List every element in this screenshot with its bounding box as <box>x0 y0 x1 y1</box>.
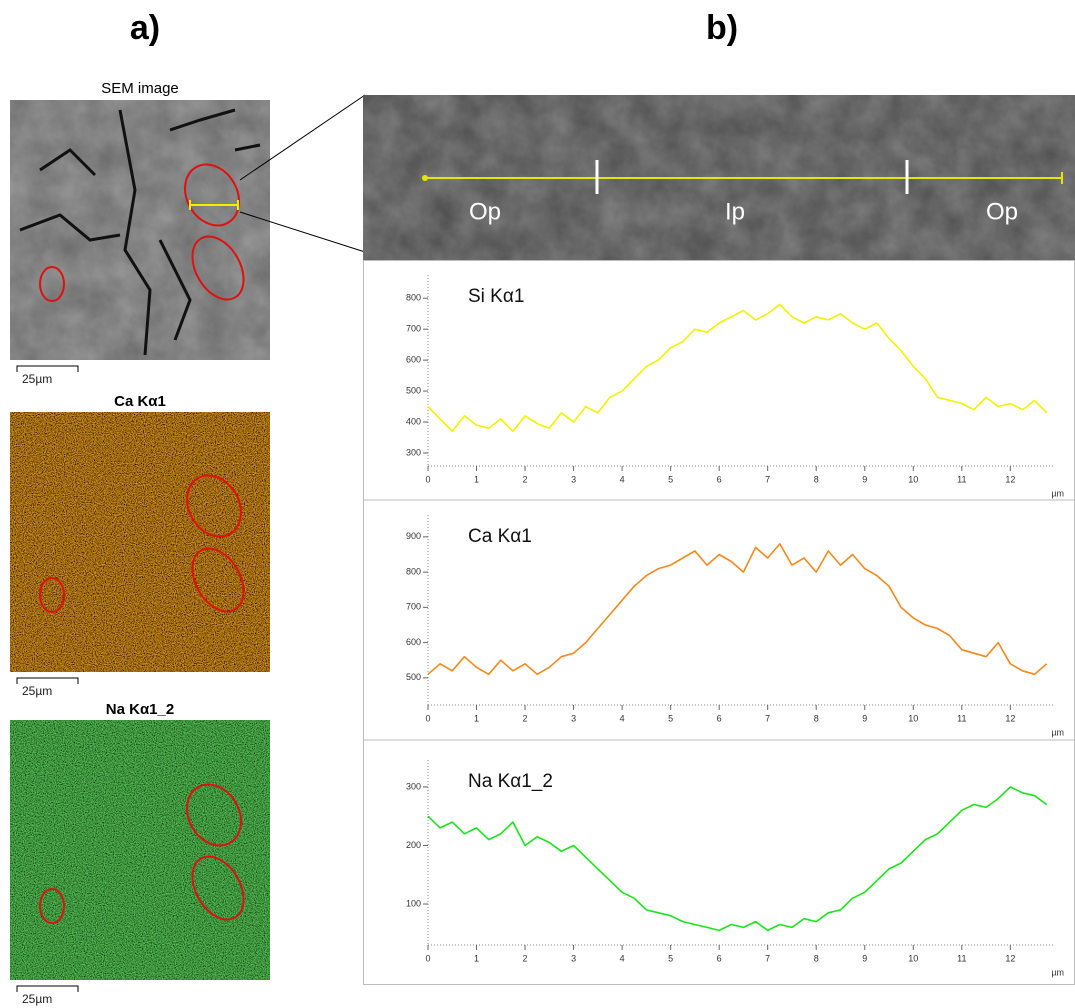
x-tick-label: 6 <box>717 474 722 484</box>
x-tick-label: 3 <box>571 713 576 723</box>
legend-label: Ca Kα1 <box>468 526 532 547</box>
x-tick-label: 10 <box>908 953 918 963</box>
y-tick-label: 800 <box>406 293 421 303</box>
x-tick-label: 12 <box>1005 953 1015 963</box>
x-tick-label: 7 <box>765 953 770 963</box>
image-title: Ca Kα1 <box>114 393 166 410</box>
x-tick-label: 1 <box>474 953 479 963</box>
scale-bar-label: 25µm <box>22 372 52 386</box>
image-title: SEM image <box>101 80 179 97</box>
x-tick-label: 1 <box>474 474 479 484</box>
x-tick-label: 8 <box>814 713 819 723</box>
y-tick-label: 500 <box>406 385 421 395</box>
x-tick-label: 8 <box>814 474 819 484</box>
na-map <box>10 720 270 980</box>
x-tick-label: 7 <box>765 474 770 484</box>
y-tick-label: 600 <box>406 637 421 647</box>
scale-bar-label: 25µm <box>22 992 52 1006</box>
x-tick-label: 0 <box>425 474 430 484</box>
x-tick-label: 6 <box>717 953 722 963</box>
x-axis-label: µm <box>1051 727 1064 737</box>
line-scan-image <box>363 95 1075 260</box>
x-tick-label: 12 <box>1005 713 1015 723</box>
x-tick-label: 1 <box>474 713 479 723</box>
x-tick-label: 10 <box>908 474 918 484</box>
y-tick-label: 300 <box>406 781 421 791</box>
x-tick-label: 4 <box>620 953 625 963</box>
legend-label: Si Kα1 <box>468 286 524 307</box>
y-tick-label: 500 <box>406 672 421 682</box>
chart-frame <box>363 260 1075 985</box>
y-tick-label: 400 <box>406 416 421 426</box>
x-tick-label: 2 <box>523 713 528 723</box>
y-tick-label: 700 <box>406 324 421 334</box>
scale-bar-label: 25µm <box>22 684 52 698</box>
panel-label: b) <box>706 9 738 47</box>
line <box>427 303 1048 433</box>
ca-map <box>10 412 270 672</box>
x-tick-label: 3 <box>571 953 576 963</box>
x-tick-label: 11 <box>957 953 966 963</box>
x-tick-label: 5 <box>668 953 673 963</box>
x-tick-label: 4 <box>620 713 625 723</box>
x-tick-label: 5 <box>668 713 673 723</box>
x-tick-label: 9 <box>862 953 867 963</box>
x-tick-label: 5 <box>668 474 673 484</box>
y-tick-label: 800 <box>406 566 421 576</box>
x-tick-label: 9 <box>862 713 867 723</box>
x-tick-label: 8 <box>814 953 819 963</box>
line <box>427 786 1048 932</box>
sem-image <box>10 94 366 360</box>
x-tick-label: 11 <box>957 713 966 723</box>
y-tick-label: 200 <box>406 840 421 850</box>
y-tick-label: 900 <box>406 531 421 541</box>
x-tick-label: 7 <box>765 713 770 723</box>
x-tick-label: 3 <box>571 474 576 484</box>
image-title: Na Kα1_2 <box>106 701 174 718</box>
x-tick-label: 4 <box>620 474 625 484</box>
y-tick-label: 700 <box>406 602 421 612</box>
x-tick-label: 0 <box>425 953 430 963</box>
line <box>427 543 1048 676</box>
x-axis-label: µm <box>1051 967 1064 977</box>
y-tick-label: 300 <box>406 447 421 457</box>
x-tick-label: 2 <box>523 474 528 484</box>
region-label: Op <box>986 198 1018 225</box>
x-tick-label: 12 <box>1005 474 1015 484</box>
x-tick-label: 0 <box>425 713 430 723</box>
y-tick-label: 600 <box>406 355 421 365</box>
x-axis-label: µm <box>1051 488 1064 498</box>
x-tick-label: 11 <box>957 474 966 484</box>
x-tick-label: 9 <box>862 474 867 484</box>
x-tick-label: 6 <box>717 713 722 723</box>
x-tick-label: 10 <box>908 713 918 723</box>
region-label: Op <box>469 198 501 225</box>
legend-label: Na Kα1_2 <box>468 771 553 792</box>
region-label: Ip <box>725 198 745 225</box>
y-tick-label: 100 <box>406 898 421 908</box>
panel-label: a) <box>130 9 160 47</box>
x-tick-label: 2 <box>523 953 528 963</box>
